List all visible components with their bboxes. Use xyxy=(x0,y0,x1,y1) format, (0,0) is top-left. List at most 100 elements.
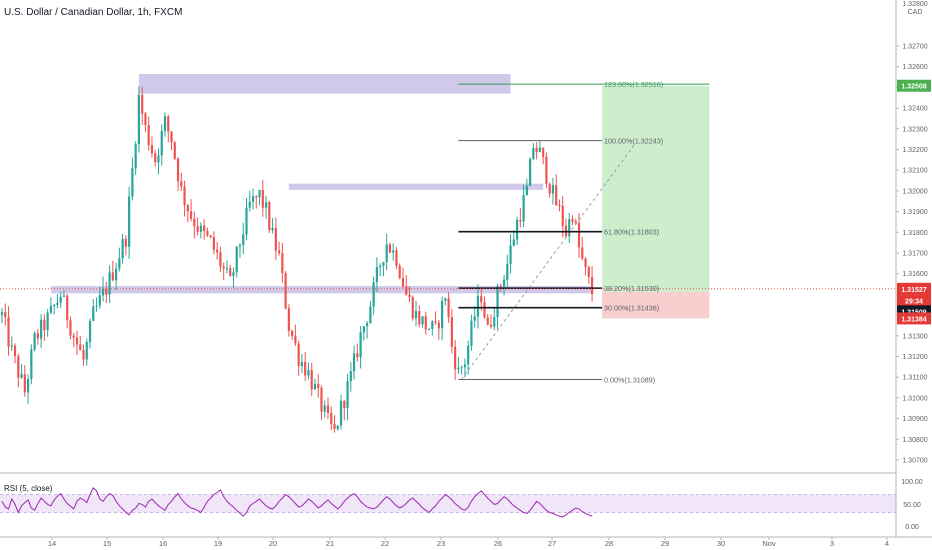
candle-body xyxy=(574,221,577,224)
candle-body xyxy=(476,296,480,317)
candle-body xyxy=(203,225,206,232)
candle xyxy=(522,184,525,227)
price-tick-label: 1.30900 xyxy=(902,416,927,423)
fib-level-label: 123.60%(1.32516) xyxy=(604,80,663,89)
candle-body xyxy=(206,231,209,236)
candle xyxy=(248,190,251,212)
candle xyxy=(118,247,121,272)
candle xyxy=(454,339,457,381)
candle-body xyxy=(372,282,375,307)
candle xyxy=(291,329,294,340)
candle-body xyxy=(167,116,170,132)
candle-body xyxy=(13,345,17,357)
candle xyxy=(183,180,186,217)
candle-body xyxy=(431,321,434,330)
time-tick-label: 29 xyxy=(661,539,669,548)
candle xyxy=(555,174,558,206)
candle xyxy=(486,313,489,326)
candle-body xyxy=(95,305,98,307)
candle-body xyxy=(294,335,297,344)
candle xyxy=(157,148,160,175)
candle-body xyxy=(454,346,457,370)
candle-body xyxy=(173,142,176,159)
zones-layer xyxy=(50,73,593,294)
candle-body xyxy=(330,412,333,425)
price-tick-label: 1.31900 xyxy=(902,209,927,216)
candle-body xyxy=(320,387,323,412)
candle xyxy=(568,213,571,244)
candle-body xyxy=(232,272,235,277)
price-tick-label: 1.32000 xyxy=(902,188,927,195)
candle xyxy=(441,296,444,341)
candle xyxy=(251,188,255,210)
price-tick-label: 1.31600 xyxy=(902,271,927,278)
candle xyxy=(587,265,590,285)
candle xyxy=(476,284,480,329)
candle xyxy=(66,293,69,329)
time-tick-label: 22 xyxy=(381,539,389,548)
candle-body xyxy=(408,294,411,298)
candle xyxy=(287,304,290,337)
candle xyxy=(300,354,304,374)
candle-body xyxy=(255,196,258,198)
candle xyxy=(163,112,167,137)
price-tick-label: 1.30800 xyxy=(902,437,927,444)
price-tick-label: 1.30700 xyxy=(902,458,927,465)
chart-title: U.S. Dollar / Canadian Dollar, 1h, FXCM xyxy=(4,7,182,18)
candle xyxy=(379,263,382,277)
candle xyxy=(323,400,326,418)
candle xyxy=(388,242,392,254)
candle xyxy=(79,335,82,351)
candle xyxy=(62,290,66,298)
candle xyxy=(108,265,111,304)
price-tick-label: 1.31000 xyxy=(902,395,927,402)
candle-body xyxy=(157,155,160,163)
candle-body xyxy=(20,374,23,378)
candle-body xyxy=(144,113,147,126)
candle-body xyxy=(375,267,378,283)
last-price-tag: 1.31527 xyxy=(897,282,931,295)
time-tick-label: Nov xyxy=(762,539,776,548)
candle-body xyxy=(385,244,388,263)
price-tag-text: 1.31527 xyxy=(901,287,926,294)
currency-label: CAD xyxy=(908,9,923,16)
candle xyxy=(294,324,297,346)
candle-body xyxy=(30,349,33,380)
candle xyxy=(59,291,62,308)
candle xyxy=(111,260,114,282)
candle-body xyxy=(278,250,281,254)
candle xyxy=(43,314,46,341)
candle xyxy=(150,136,154,158)
candle xyxy=(502,274,506,296)
candle-body xyxy=(493,317,496,327)
candle xyxy=(512,230,515,247)
candle xyxy=(405,275,408,296)
candle-body xyxy=(118,258,121,269)
candle-body xyxy=(568,219,571,237)
candle-body xyxy=(258,189,261,198)
candle xyxy=(274,217,277,261)
candle-body xyxy=(79,344,82,351)
supply-zone-mid xyxy=(288,183,544,190)
candle-body xyxy=(268,202,271,231)
candle-body xyxy=(304,362,307,376)
candle xyxy=(395,246,398,270)
candle xyxy=(160,124,163,166)
candle-body xyxy=(317,383,320,388)
price-tick-label: 1.32700 xyxy=(902,44,927,51)
candle xyxy=(72,332,75,348)
candle-body xyxy=(480,296,483,303)
candle-body xyxy=(222,266,225,269)
candle-body xyxy=(535,147,538,153)
candle xyxy=(447,292,450,323)
candle xyxy=(216,241,219,260)
target-price-tag: 1.32508 xyxy=(897,79,931,92)
candle xyxy=(56,293,59,309)
candle-body xyxy=(405,286,408,295)
candle-body xyxy=(75,337,79,345)
time-tick-label: 20 xyxy=(269,539,277,548)
candle xyxy=(590,265,594,302)
candle-body xyxy=(196,226,199,232)
candle xyxy=(147,116,150,151)
